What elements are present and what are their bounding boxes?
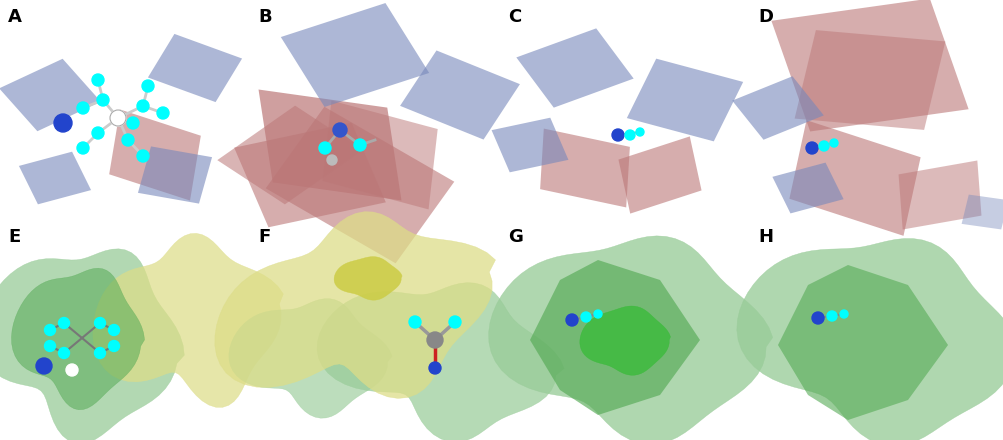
Polygon shape	[317, 282, 564, 440]
Circle shape	[58, 348, 69, 359]
Circle shape	[44, 324, 55, 335]
Circle shape	[428, 362, 440, 374]
Polygon shape	[793, 30, 945, 130]
Polygon shape	[530, 260, 699, 415]
Text: A: A	[8, 8, 22, 26]
Circle shape	[122, 134, 133, 146]
Circle shape	[94, 318, 105, 329]
Polygon shape	[736, 238, 1003, 440]
Circle shape	[110, 110, 125, 126]
Circle shape	[319, 142, 331, 154]
Polygon shape	[580, 306, 670, 375]
Text: H: H	[757, 228, 772, 246]
Circle shape	[141, 80, 153, 92]
Polygon shape	[0, 59, 100, 131]
Circle shape	[826, 311, 837, 321]
Polygon shape	[109, 110, 201, 201]
Circle shape	[136, 150, 148, 162]
Circle shape	[77, 142, 89, 154]
Polygon shape	[266, 106, 453, 263]
Polygon shape	[322, 101, 437, 209]
Polygon shape	[777, 265, 947, 420]
Circle shape	[92, 74, 104, 86]
Circle shape	[829, 139, 838, 147]
Polygon shape	[147, 34, 242, 102]
Circle shape	[594, 310, 602, 318]
Polygon shape	[961, 194, 1003, 229]
Polygon shape	[334, 257, 402, 300]
Circle shape	[811, 312, 823, 324]
Polygon shape	[234, 123, 385, 227]
Circle shape	[818, 141, 828, 151]
Circle shape	[566, 314, 578, 326]
Polygon shape	[399, 51, 520, 139]
Circle shape	[108, 341, 119, 352]
Circle shape	[581, 312, 591, 322]
Polygon shape	[217, 106, 362, 204]
Polygon shape	[229, 299, 391, 418]
Polygon shape	[488, 236, 772, 440]
Circle shape	[448, 316, 460, 328]
Polygon shape	[215, 212, 495, 398]
Circle shape	[66, 364, 78, 376]
Circle shape	[635, 128, 643, 136]
Text: G: G	[508, 228, 523, 246]
Polygon shape	[788, 120, 920, 236]
Circle shape	[97, 94, 109, 106]
Circle shape	[136, 100, 148, 112]
Polygon shape	[137, 147, 212, 204]
Circle shape	[77, 102, 89, 114]
Polygon shape	[770, 0, 968, 132]
Text: D: D	[757, 8, 772, 26]
Polygon shape	[731, 76, 823, 140]
Circle shape	[327, 155, 337, 165]
Circle shape	[333, 123, 347, 137]
Circle shape	[612, 129, 624, 141]
Circle shape	[92, 127, 104, 139]
Text: C: C	[508, 8, 521, 26]
Text: B: B	[258, 8, 272, 26]
Polygon shape	[618, 136, 701, 213]
Circle shape	[354, 139, 366, 151]
Circle shape	[126, 117, 138, 129]
Text: F: F	[258, 228, 270, 246]
Polygon shape	[540, 128, 629, 207]
Polygon shape	[0, 249, 185, 440]
Polygon shape	[491, 117, 568, 172]
Circle shape	[36, 358, 52, 374]
Polygon shape	[516, 28, 633, 108]
Circle shape	[156, 107, 169, 119]
Circle shape	[58, 318, 69, 329]
Circle shape	[44, 341, 55, 352]
Polygon shape	[626, 59, 742, 141]
Polygon shape	[11, 268, 144, 410]
Circle shape	[805, 142, 817, 154]
Polygon shape	[93, 233, 283, 407]
Circle shape	[408, 316, 420, 328]
Circle shape	[108, 324, 119, 335]
Text: E: E	[8, 228, 20, 246]
Polygon shape	[898, 161, 981, 230]
Circle shape	[840, 310, 848, 318]
Polygon shape	[281, 3, 428, 107]
Circle shape	[625, 130, 634, 140]
Polygon shape	[19, 152, 91, 204]
Polygon shape	[258, 89, 401, 201]
Circle shape	[54, 114, 72, 132]
Circle shape	[94, 348, 105, 359]
Polygon shape	[771, 163, 843, 213]
Circle shape	[426, 332, 442, 348]
